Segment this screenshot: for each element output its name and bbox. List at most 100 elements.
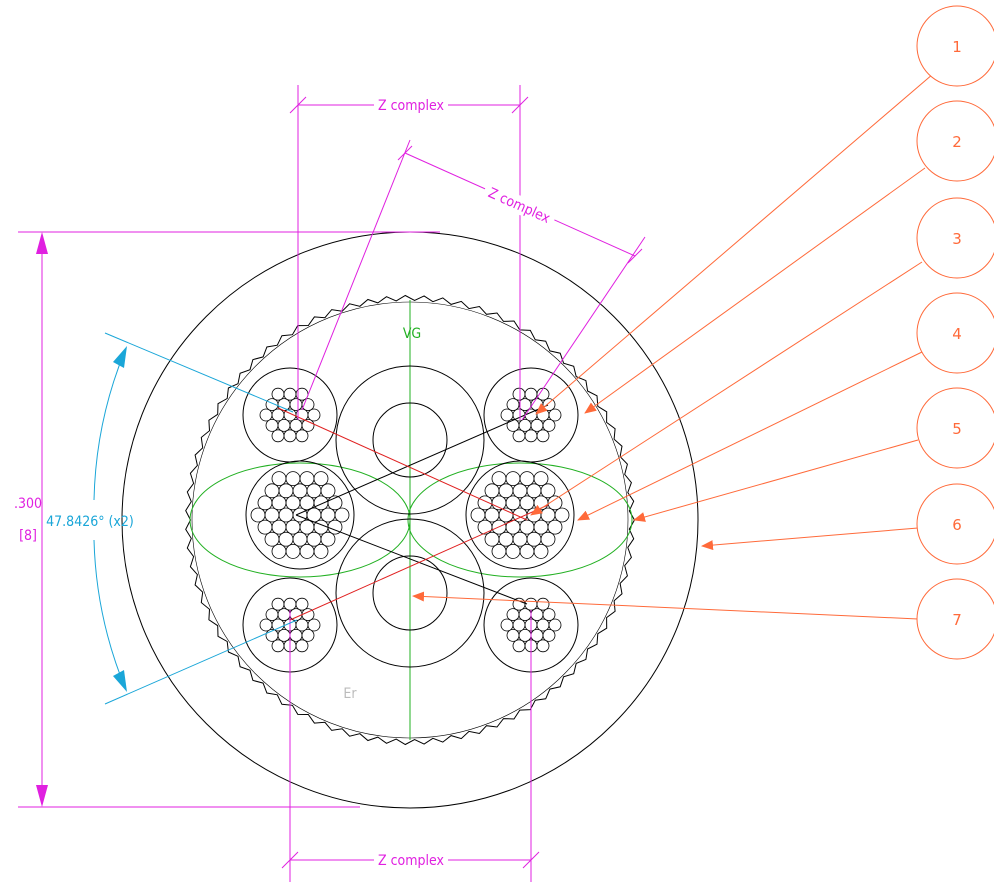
strand: [484, 531, 500, 547]
callout-number-1: 1: [952, 38, 962, 56]
strand: [306, 531, 322, 547]
strand: [259, 408, 273, 422]
angle-arrow-lower: [113, 670, 127, 692]
strand: [505, 495, 521, 511]
strand: [285, 471, 301, 487]
strand: [536, 408, 550, 422]
dim-angled-ext-left: [301, 139, 411, 411]
callout-number-7: 7: [952, 611, 962, 629]
callout-leader-6: [701, 527, 919, 551]
callout-number-5: 5: [952, 420, 962, 438]
strand: [530, 418, 544, 432]
strand: [278, 531, 294, 547]
strand: [278, 507, 294, 523]
callout-circle-3: [916, 197, 994, 279]
callout-number-6: 6: [952, 516, 962, 534]
strand: [540, 531, 556, 547]
center-conductor-top: [372, 402, 448, 478]
strand: [264, 531, 280, 547]
strand: [547, 519, 563, 535]
strand: [259, 618, 273, 632]
callout-leader-1: [535, 73, 934, 415]
callout-circle-7: [916, 578, 994, 660]
strand: [542, 608, 556, 621]
dim-bottom-tick-right: [522, 851, 540, 869]
callout-number-2: 2: [952, 133, 962, 151]
strand: [289, 629, 303, 642]
strand: [506, 608, 520, 621]
black-line-2: [295, 514, 528, 605]
angle-ext-lower: [104, 619, 298, 705]
strand: [536, 618, 550, 632]
strand: [491, 544, 507, 559]
callout-circle-6: [916, 483, 994, 565]
angle-arc-lower: [93, 539, 127, 691]
strand: [512, 429, 526, 443]
strand: [307, 408, 321, 422]
angle-arrow-upper: [113, 346, 127, 368]
strand: [277, 418, 291, 432]
strand: [313, 544, 329, 559]
strand: [536, 639, 550, 653]
strand: [295, 597, 309, 611]
center-insulation-top: [335, 365, 485, 515]
callout-leader-2: [584, 167, 926, 414]
center-conductor-bottom: [372, 555, 448, 631]
strand: [257, 519, 273, 535]
strand: [320, 507, 336, 523]
strand: [271, 618, 285, 632]
strand: [500, 408, 514, 422]
strand: [548, 618, 562, 632]
strand: [519, 471, 535, 487]
strand: [518, 418, 532, 432]
strand: [542, 398, 556, 412]
strand: [285, 519, 301, 535]
strand: [301, 629, 315, 642]
strand: [542, 418, 556, 432]
strand: [257, 495, 273, 511]
strand: [250, 507, 266, 523]
strand: [540, 507, 556, 523]
angle-ext-upper: [104, 332, 294, 413]
strand: [533, 471, 549, 487]
callout-leader-4: [577, 351, 923, 521]
strand: [271, 495, 287, 511]
strand: [548, 408, 562, 422]
strand: [491, 471, 507, 487]
strand: [289, 398, 303, 412]
strand: [533, 519, 549, 535]
strand: [295, 618, 309, 632]
strand: [271, 408, 285, 422]
dim-top-tick-left: [289, 96, 307, 114]
callout-number-4: 4: [952, 325, 962, 343]
callout-circle-4: [916, 292, 994, 374]
strand: [518, 608, 532, 621]
strand: [292, 483, 308, 499]
strand: [271, 429, 285, 443]
strand: [265, 418, 279, 432]
large-wire-insulation: [245, 460, 355, 570]
strand: [530, 608, 544, 621]
callout-number-3: 3: [952, 230, 962, 248]
callout-circle-2: [916, 100, 994, 182]
strand: [505, 544, 521, 559]
strand: [526, 483, 542, 499]
dim-overall-arrow-bottom: [36, 785, 48, 807]
strand: [295, 429, 309, 443]
center-insulation-bottom: [335, 518, 485, 668]
strand: [484, 483, 500, 499]
strand: [299, 519, 315, 535]
strand: [536, 429, 550, 443]
strand: [484, 507, 500, 523]
dim-top-label: Z complex: [378, 98, 445, 114]
strand: [271, 519, 287, 535]
dim-top-tick-right: [511, 96, 529, 114]
strand: [519, 544, 535, 559]
black-line-1: [295, 404, 549, 516]
strand: [313, 471, 329, 487]
strand: [306, 483, 322, 499]
strand: [518, 629, 532, 642]
strand: [265, 608, 279, 621]
strand: [506, 418, 520, 432]
strand: [264, 483, 280, 499]
